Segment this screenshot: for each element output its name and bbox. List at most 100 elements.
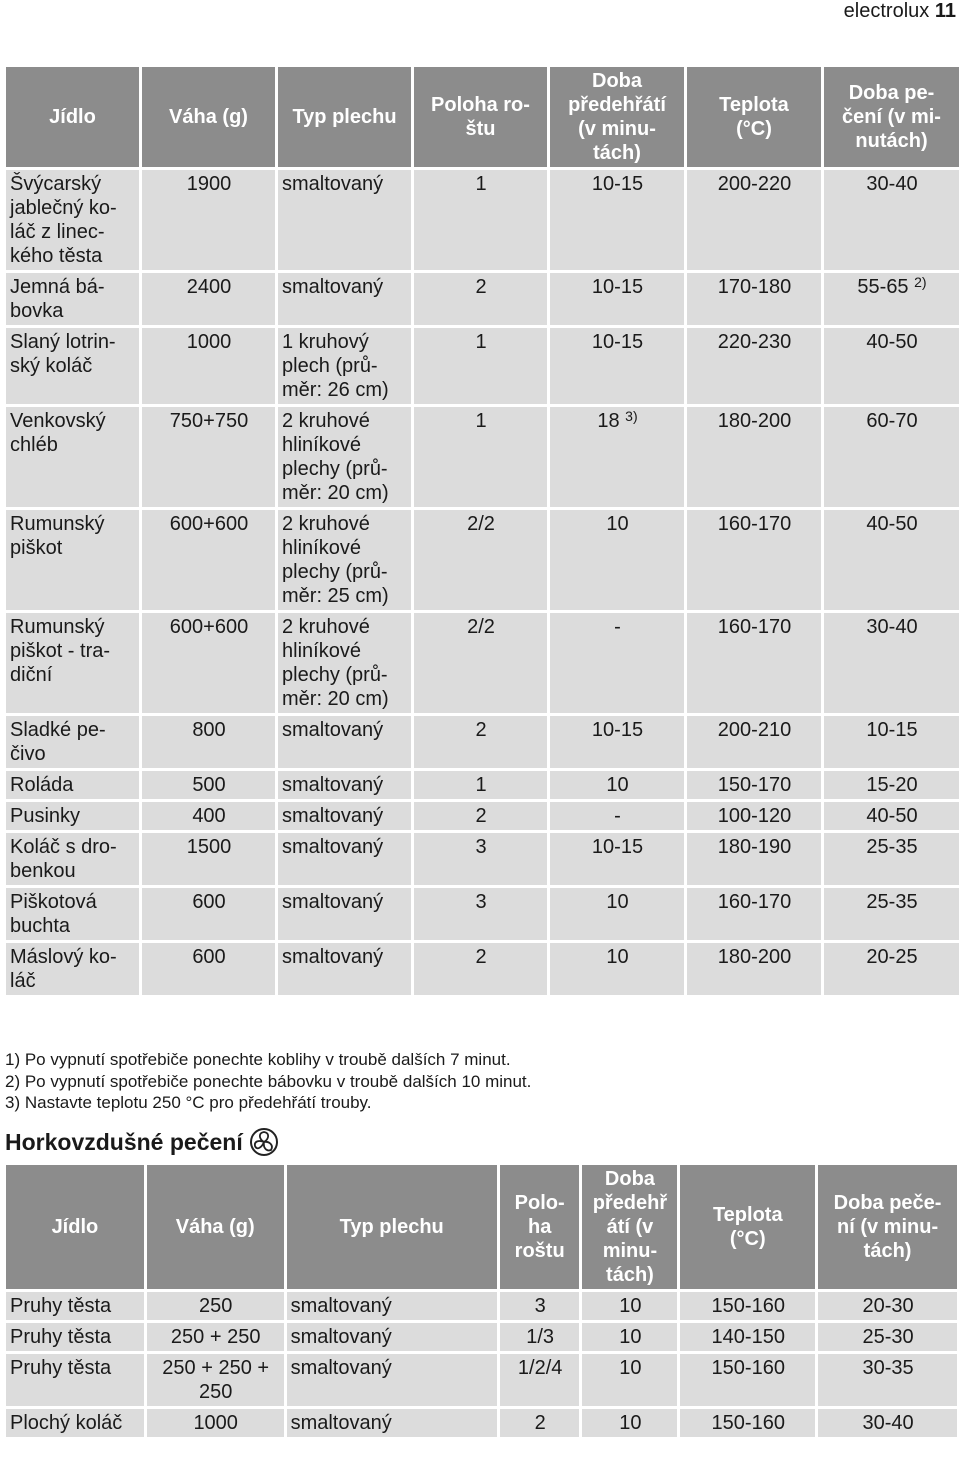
cell: 25-30	[818, 1323, 957, 1351]
cell: 2	[499, 1409, 580, 1437]
cell: 1500	[142, 833, 275, 885]
cell: 600+600	[142, 613, 275, 713]
cell: 40-50	[824, 510, 959, 610]
section-title: Horkovzdušné pečení	[5, 1128, 243, 1155]
table-row: Venkovský chléb 750+750 2 kruhové hliníkov…	[6, 407, 959, 507]
cell: 1900	[142, 170, 275, 270]
cell: 10	[550, 888, 684, 940]
table-row: Rumunský piškot 600+600 2 kruhové hliníkov…	[6, 510, 959, 610]
header-cell: Doba předehřátí (v minu- tách)	[550, 67, 684, 167]
footnote: 3) Nastavte teplotu 250 °C pro předehřát…	[5, 1093, 372, 1112]
cell: 10-15	[824, 716, 959, 768]
cell: 180-190	[687, 833, 821, 885]
cell: 170-180	[687, 273, 821, 325]
cell-text: 55-65	[857, 276, 909, 298]
header-cell: Váha (g)	[142, 67, 275, 167]
table-hot-air: Jídlo Váha (g) Typ plechu Polo- ha roštu Dob…	[3, 1162, 960, 1440]
cell: 140-150	[680, 1323, 816, 1351]
cell: 1/3	[499, 1323, 580, 1351]
cell: smaltovaný	[286, 1409, 497, 1437]
cell: 3	[414, 833, 547, 885]
footnote-ref: 3)	[625, 408, 638, 424]
cell: 2 kruhové hliníkové plechy (prů- měr: 20…	[278, 407, 411, 507]
cell: Roláda	[6, 771, 139, 799]
header-cell: Jídlo	[6, 67, 139, 167]
cell: 10	[550, 943, 684, 995]
table-row: Pruhy těsta 250 + 250 smaltovaný 1/3 10 140-1…	[6, 1323, 957, 1351]
cell: 2	[414, 802, 547, 830]
cell: 10-15	[550, 328, 684, 404]
cell: 200-210	[687, 716, 821, 768]
cell: 220-230	[687, 328, 821, 404]
cell: 2	[414, 943, 547, 995]
cell: 2	[414, 716, 547, 768]
footnote-ref: 2)	[914, 274, 927, 290]
cell: 180-200	[687, 943, 821, 995]
cell: 10-15	[550, 833, 684, 885]
cell: 1/2/4	[499, 1354, 580, 1406]
cell: 500	[142, 771, 275, 799]
cell: 600+600	[142, 510, 275, 610]
cell: 10-15	[550, 716, 684, 768]
cell: 2 kruhové hliníkové plechy (prů- měr: 20…	[278, 613, 411, 713]
cell: 600	[142, 888, 275, 940]
cell: 2/2	[414, 613, 547, 713]
cell: 1000	[142, 328, 275, 404]
cell: -	[550, 802, 684, 830]
table-row: Pusinky 400 smaltovaný 2-100-120 40-50	[6, 802, 959, 830]
cell: smaltovaný	[278, 888, 411, 940]
cell: 600	[142, 943, 275, 995]
cell: Pusinky	[6, 802, 139, 830]
cell: 1 kruhový plech (prů- měr: 26 cm)	[278, 328, 411, 404]
header-cell: Teplota (°C)	[687, 67, 821, 167]
cell: smaltovaný	[286, 1323, 497, 1351]
cell: 1	[414, 771, 547, 799]
cell: Máslový ko- láč	[6, 943, 139, 995]
table-row: Piškotová buchta 600 smaltovaný 3 10 160-170 2…	[6, 888, 959, 940]
table-row: Jemná bá- bovka 2400 smaltovaný 2 10-15 170-1…	[6, 273, 959, 325]
cell: 3	[414, 888, 547, 940]
header-cell: Typ plechu	[278, 67, 411, 167]
cell: 400	[142, 802, 275, 830]
cell-text: 18	[597, 410, 620, 432]
header-cell: Doba pe- čení (v mi- nutách)	[824, 67, 959, 167]
header-cell: Teplota (°C)	[680, 1165, 816, 1289]
table-row: Plochý koláč 1000 smaltovaný 2 10 150-160 30-4…	[6, 1409, 957, 1437]
cell: 750+750	[142, 407, 275, 507]
cell: -	[550, 613, 684, 713]
fan-icon	[249, 1128, 278, 1156]
cell: 250 + 250	[146, 1323, 284, 1351]
cell: 150-160	[680, 1292, 816, 1320]
cell: Jemná bá- bovka	[6, 273, 139, 325]
cell: 10-15	[550, 170, 684, 270]
cell: Slaný lotrin- ský koláč	[6, 328, 139, 404]
cell: Pruhy těsta	[6, 1354, 144, 1406]
cell: smaltovaný	[278, 716, 411, 768]
cell: smaltovaný	[278, 170, 411, 270]
cell: Venkovský chléb	[6, 407, 139, 507]
table-row: Slaný lotrin- ský koláč 1000 1 kruhový ple…	[6, 328, 959, 404]
cell: 10	[550, 510, 684, 610]
footnote: 2) Po vypnutí spotřebiče ponechte bábovk…	[5, 1071, 532, 1091]
cell: smaltovaný	[286, 1292, 497, 1320]
cell: 2/2	[414, 510, 547, 610]
cell: Rumunský piškot - tra- diční	[6, 613, 139, 713]
table-row: Pruhy těsta 250 + 250 + 250 smaltovaný 1/2/…	[6, 1354, 957, 1406]
header-cell: Jídlo	[6, 1165, 144, 1289]
cell: 180-200	[687, 407, 821, 507]
table-row: Pruhy těsta 250 smaltovaný 3 10 150-160 20-30	[6, 1292, 957, 1320]
cell: 100-120	[687, 802, 821, 830]
cell: smaltovaný	[278, 771, 411, 799]
cell: 55-65 2)	[824, 273, 959, 325]
cell: 150-160	[680, 1354, 816, 1406]
cell: 1000	[146, 1409, 284, 1437]
cell: 18 3)	[550, 407, 684, 507]
table-row: Sladké pe- čivo 800 smaltovaný 2 10-15 200-21…	[6, 716, 959, 768]
cell: 30-40	[818, 1409, 957, 1437]
cell: 160-170	[687, 888, 821, 940]
cell: Sladké pe- čivo	[6, 716, 139, 768]
cell: smaltovaný	[278, 273, 411, 325]
cell: Piškotová buchta	[6, 888, 139, 940]
cell: 3	[499, 1292, 580, 1320]
cell: Švýcarský jablečný ko- láč z linec- kého…	[6, 170, 139, 270]
